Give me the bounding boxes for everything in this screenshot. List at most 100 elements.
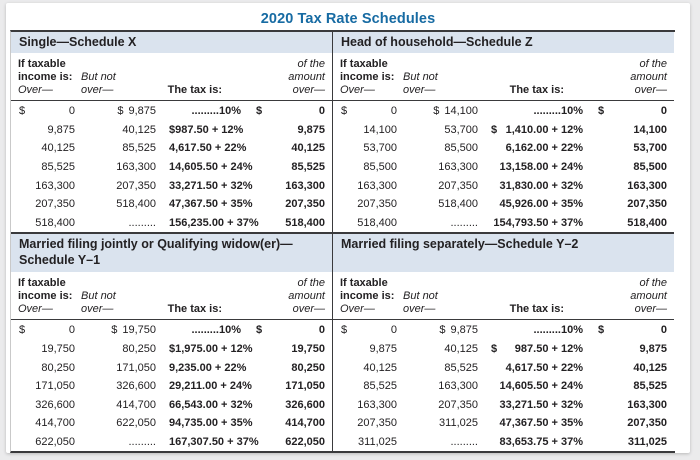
dollar-sign: $ — [169, 123, 176, 136]
over-value: 163,300 — [357, 179, 397, 192]
amount-over-value: 40,125 — [633, 361, 667, 374]
header-amount-line2: amount — [288, 290, 325, 303]
but-not-over-value: ......... — [450, 216, 478, 229]
dollar-sign: $ — [111, 324, 118, 337]
but-not-over-value: ......... — [128, 216, 156, 229]
tax-cell: .........10% — [483, 324, 590, 336]
amount-over-value: 85,500 — [633, 161, 667, 174]
table-row: 163,300 207,350 31,830.00 + 32% 163,300 — [333, 176, 674, 195]
but-not-over-cell: $19,750 — [81, 324, 161, 336]
table-row: 85,525 163,300 14,605.50 + 24% 85,525 — [11, 158, 332, 177]
amount-over-cell: 326,600 — [248, 399, 332, 411]
table-row: 311,025......... 83,653.75 + 37% 311,025 — [333, 433, 674, 452]
header-the-tax-is: The tax is: — [167, 303, 222, 316]
amount-over-cell: 80,250 — [248, 362, 332, 374]
amount-over-cell: 163,300 — [590, 399, 674, 411]
tax-cell: 47,367.50 + 35% — [161, 198, 253, 210]
dollar-sign: $ — [491, 343, 498, 356]
header-amount-line3: over— — [634, 84, 667, 96]
header-if-taxable-line2: income is: — [18, 71, 73, 83]
tax-value: 4,617.50 + 22% — [169, 142, 247, 155]
over-cell: 518,400 — [333, 217, 403, 229]
over-cell: 9,875 — [333, 343, 403, 355]
header-but-not-over: But not over— — [403, 277, 483, 316]
tax-value: .........10% — [191, 324, 241, 337]
header-but-not-over: But not over— — [403, 58, 483, 97]
but-not-over-value: 14,100 — [444, 105, 478, 118]
amount-over-cell: 85,500 — [590, 161, 674, 173]
married-filing-separately-schedule-y2-title-band: Married filing separately—Schedule Y–2 — [333, 234, 674, 273]
amount-over-value: 9,875 — [297, 123, 325, 136]
over-value: 40,125 — [41, 142, 75, 155]
header-but-not-line1: But not — [81, 71, 116, 83]
but-not-over-cell: 53,700 — [403, 124, 483, 136]
married-filing-jointly-schedule-y1-title-band: Married filing jointly or Qualifying wid… — [11, 234, 332, 273]
over-value: 207,350 — [35, 198, 75, 211]
header-but-not-line2: over— — [81, 303, 114, 316]
table-row: 171,050 326,600 29,211.00 + 24% 171,050 — [11, 377, 332, 396]
header-but-not-over: But not over— — [81, 58, 161, 97]
dollar-sign: $ — [19, 105, 26, 118]
but-not-over-cell: 207,350 — [403, 180, 483, 192]
amount-over-value: 163,300 — [285, 179, 325, 192]
head-of-household-schedule-z-title-line-1: Head of household—Schedule Z — [341, 35, 533, 49]
tax-value: 83,653.75 + 37% — [499, 436, 584, 449]
amount-over-value: 9,875 — [639, 343, 667, 356]
but-not-over-value: 9,875 — [128, 105, 156, 118]
over-value: 163,300 — [35, 179, 75, 192]
table-row: 9,875 40,125 $987.50 + 12% 9,875 — [333, 340, 674, 359]
but-not-over-cell: 414,700 — [81, 399, 161, 411]
married-filing-jointly-schedule-y1-rows: $0 $19,750 .........10% $0 19,750 80,250 $1,97… — [11, 320, 332, 451]
header-the-tax-is: The tax is: — [509, 84, 564, 96]
dollar-sign: $ — [256, 105, 263, 118]
tax-value: 45,926.00 + 35% — [499, 198, 584, 211]
tax-value: 14,605.50 + 24% — [169, 161, 253, 174]
amount-over-value: 207,350 — [627, 417, 667, 430]
single-schedule-x-rows: $0 $9,875 .........10% $0 9,875 40,125 $987.50… — [11, 101, 332, 232]
header-amount-line2: amount — [288, 71, 325, 83]
tax-cell: 154,793.50 + 37% — [483, 217, 590, 229]
dollar-sign: $ — [439, 324, 446, 337]
over-value: 622,050 — [35, 436, 75, 449]
amount-over-cell: 207,350 — [248, 198, 332, 210]
header-of-the-amount-over: of the amount over— — [248, 277, 332, 316]
header-if-taxable-line1: If taxable — [18, 58, 66, 70]
amount-over-cell: 40,125 — [248, 142, 332, 154]
header-but-not-line2: over— — [81, 84, 114, 96]
table-row: 622,050......... 167,307.50 + 37% 622,050 — [11, 433, 332, 452]
but-not-over-cell: $9,875 — [81, 105, 161, 117]
over-cell: 163,300 — [333, 399, 403, 411]
but-not-over-cell: 326,600 — [81, 380, 161, 392]
table-row: 163,300 207,350 33,271.50 + 32% 163,300 — [11, 176, 332, 195]
dollar-sign: $ — [598, 105, 605, 118]
over-value: 85,525 — [363, 380, 397, 393]
married-filing-jointly-schedule-y1-title-line-1: Married filing jointly or Qualifying wid… — [19, 237, 293, 252]
amount-over-value: 518,400 — [627, 216, 667, 229]
over-cell: 207,350 — [11, 198, 81, 210]
dollar-sign: $ — [341, 324, 348, 337]
amount-over-value: 207,350 — [627, 198, 667, 211]
but-not-over-value: 40,125 — [122, 123, 156, 136]
but-not-over-value: ......... — [128, 436, 156, 449]
header-of-the-amount-over: of the amount over— — [248, 58, 332, 97]
header-amount-line1: of the — [297, 58, 325, 70]
table-row: 207,350 518,400 47,367.50 + 35% 207,350 — [11, 195, 332, 214]
header-but-not-line1: But not — [81, 290, 116, 303]
over-cell: 622,050 — [11, 436, 81, 448]
schedule-y2-married-separately: Married filing separately—Schedule Y–2 If… — [332, 232, 674, 452]
header-amount-line3: over— — [292, 84, 325, 96]
amount-over-cell: $0 — [590, 105, 674, 117]
amount-over-value: 85,525 — [633, 380, 667, 393]
amount-over-cell: 207,350 — [590, 417, 674, 429]
head-of-household-schedule-z-title-band: Head of household—Schedule Z — [333, 32, 674, 53]
but-not-over-cell: $14,100 — [403, 105, 483, 117]
tax-value: 987.50 + 12% — [514, 343, 583, 356]
over-cell: 163,300 — [11, 180, 81, 192]
over-value: 19,750 — [41, 343, 75, 356]
tax-cell: 14,605.50 + 24% — [483, 380, 590, 392]
table-row: $0 $9,875 .........10% $0 — [333, 321, 674, 340]
amount-over-value: 14,100 — [633, 123, 667, 136]
single-schedule-x-title-band: Single—Schedule X — [11, 32, 332, 53]
over-cell: 14,100 — [333, 124, 403, 136]
over-cell: 9,875 — [11, 124, 81, 136]
